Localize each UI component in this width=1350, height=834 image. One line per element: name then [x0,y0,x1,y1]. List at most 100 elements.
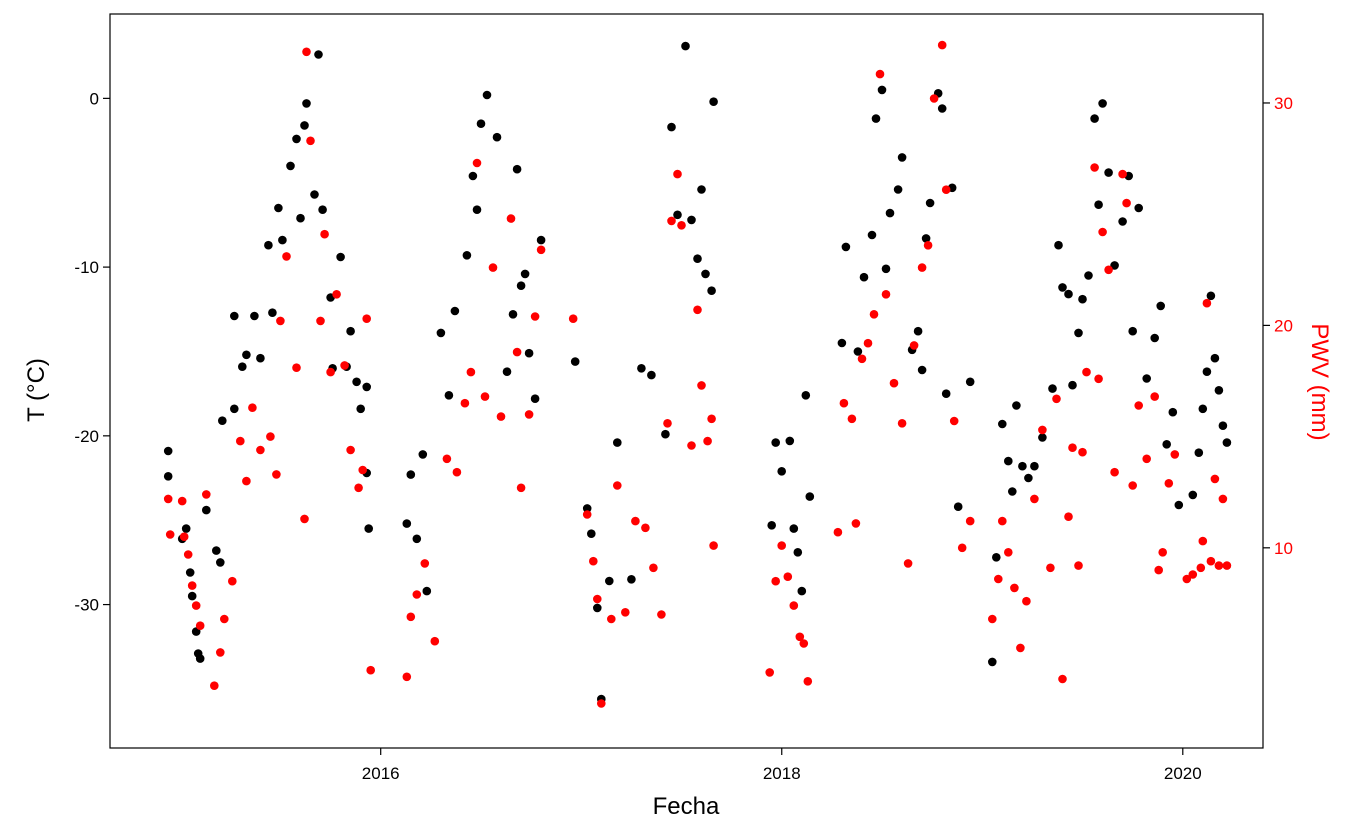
pwv-point-15 [248,403,257,413]
temperature-point-23 [286,161,295,171]
temperature-point-122 [1030,461,1039,471]
pwv-point-77 [771,576,780,586]
temperature-point-148 [1194,448,1204,458]
temperature-point-152 [1210,353,1220,363]
temperature-point-18 [256,353,265,363]
pwv-point-14 [242,476,251,486]
pwv-point-34 [366,665,376,675]
temperature-point-52 [476,119,486,128]
pwv-point-113 [1038,425,1047,435]
temperature-point-112 [953,502,963,512]
pwv-point-96 [909,341,919,350]
temperature-point-129 [1074,328,1083,338]
temperature-point-54 [492,132,502,142]
temperature-point-59 [520,269,530,279]
temperature-point-110 [941,389,951,399]
pwv-point-73 [703,436,712,446]
temperature-point-93 [841,242,851,252]
temperature-point-100 [885,208,895,218]
temperature-point-8 [195,654,205,663]
temperature-point-76 [681,41,690,51]
pwv-point-25 [316,316,325,326]
pwv-point-58 [597,699,606,708]
temperature-point-70 [627,575,636,584]
pwv-point-71 [693,305,702,315]
temperature-point-51 [472,205,482,214]
pwv-point-54 [568,314,578,324]
temperature-point-37 [356,404,366,414]
pwv-point-48 [506,214,516,223]
x-tick-label-1: 2018 [763,764,801,783]
y-axis-title: T (°C) [23,358,50,422]
temperature-point-127 [1064,289,1073,299]
pwv-point-143 [1210,474,1220,484]
temperature-point-98 [877,85,887,95]
temperature-point-42 [406,470,416,479]
pwv-point-138 [1188,570,1198,579]
pwv-point-132 [1150,392,1159,401]
pwv-point-66 [663,419,672,428]
temperature-point-17 [250,311,259,321]
temperature-point-33 [336,252,345,262]
pwv-point-56 [589,556,598,566]
pwv-point-106 [994,574,1003,584]
temperature-point-82 [709,97,718,106]
temperature-point-135 [1104,168,1113,177]
temperature-point-109 [937,104,947,113]
temperature-point-71 [637,364,646,373]
pwv-point-33 [362,314,372,324]
temperature-point-90 [801,391,811,400]
pwv-point-5 [187,581,197,590]
pwv-point-67 [667,216,676,226]
temperature-point-123 [1038,433,1047,442]
pwv-point-135 [1164,479,1174,488]
pwv-point-60 [613,481,622,490]
pwv-point-39 [430,636,440,646]
pwv-point-75 [709,541,718,550]
temperature-point-146 [1174,500,1184,510]
temperature-point-58 [516,281,526,291]
temperature-point-79 [697,185,706,194]
temperature-point-21 [274,203,283,213]
pwv-point-105 [988,614,997,624]
y-tick-label-0: 0 [90,89,99,108]
temperature-point-130 [1078,294,1087,304]
pwv-point-36 [406,612,416,622]
pwv-point-53 [536,245,546,255]
pwv-point-93 [889,378,899,388]
temperature-point-15 [238,362,247,372]
temperature-point-92 [837,338,847,348]
temperature-point-45 [422,586,432,596]
pwv-point-127 [1118,169,1127,179]
temperature-point-81 [707,286,716,296]
pwv-point-95 [903,559,913,568]
pwv-point-115 [1052,394,1061,404]
temperature-point-0 [163,446,173,456]
pwv-point-80 [789,601,799,610]
temperature-point-150 [1202,367,1212,377]
pwv-point-82 [799,639,809,648]
pwv-point-84 [833,527,843,537]
pwv-point-50 [516,483,526,493]
pwv-point-121 [1082,367,1091,377]
pwv-point-10 [216,648,225,657]
temperature-point-86 [785,436,795,446]
pwv-point-129 [1128,481,1137,490]
temperature-point-124 [1048,384,1057,393]
pwv-point-101 [941,185,951,194]
temperature-point-40 [364,524,374,533]
pwv-point-42 [460,398,470,408]
pwv-point-145 [1218,494,1228,504]
temperature-point-14 [230,404,239,414]
pwv-point-43 [466,367,476,377]
pwv-point-89 [863,338,873,348]
pwv-point-116 [1058,674,1067,684]
temperature-point-57 [512,164,522,174]
pwv-point-55 [582,510,592,519]
pwv-point-119 [1074,561,1083,570]
pwv-point-28 [332,290,341,299]
pwv-point-108 [1004,548,1013,557]
pwv-point-81 [795,632,805,642]
pwv-point-7 [195,621,205,630]
